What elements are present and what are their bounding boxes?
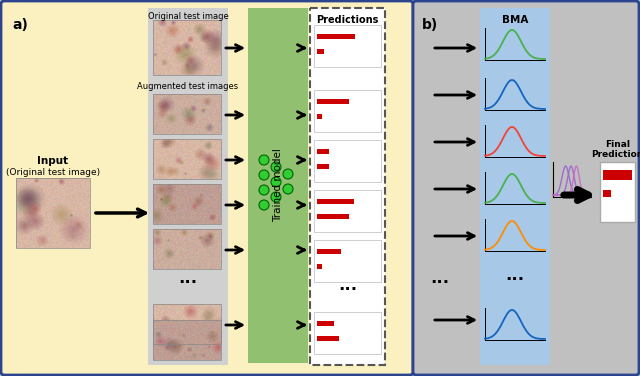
Bar	[248, 8, 308, 363]
Bar	[317, 199, 353, 204]
Circle shape	[259, 200, 269, 210]
Bar	[480, 8, 550, 365]
Bar	[317, 264, 322, 269]
Text: Predictions: Predictions	[316, 15, 379, 25]
Bar	[153, 139, 221, 179]
Text: Final
Prediction: Final Prediction	[591, 140, 640, 159]
Circle shape	[271, 162, 281, 172]
Text: (Original test image): (Original test image)	[6, 168, 100, 177]
Bar	[317, 321, 333, 326]
Text: b): b)	[422, 18, 438, 32]
Text: Original test image: Original test image	[148, 12, 228, 21]
Circle shape	[283, 169, 293, 179]
Text: ...: ...	[338, 276, 357, 294]
Bar	[600, 162, 635, 222]
Bar	[153, 320, 221, 360]
Text: a): a)	[12, 18, 28, 32]
Circle shape	[259, 185, 269, 195]
Bar	[153, 94, 221, 134]
Bar	[314, 140, 381, 182]
Bar	[317, 99, 349, 104]
Bar	[314, 240, 381, 282]
Bar	[317, 214, 349, 219]
Bar	[153, 20, 221, 75]
Circle shape	[259, 155, 269, 165]
Bar	[317, 336, 339, 341]
Bar	[317, 249, 340, 254]
Bar	[153, 184, 221, 224]
Bar	[317, 49, 324, 54]
Bar	[314, 25, 381, 67]
Bar	[153, 229, 221, 269]
Circle shape	[271, 192, 281, 202]
Bar	[310, 8, 385, 365]
Text: Input: Input	[37, 156, 68, 166]
Bar	[317, 164, 329, 169]
Text: ...: ...	[179, 269, 198, 287]
Circle shape	[283, 184, 293, 194]
Bar	[314, 90, 381, 132]
Text: ...: ...	[506, 266, 525, 284]
Text: ...: ...	[431, 269, 449, 287]
Circle shape	[271, 177, 281, 187]
Text: Augmented test images: Augmented test images	[138, 82, 239, 91]
Bar	[603, 170, 632, 180]
Text: BMA: BMA	[502, 15, 528, 25]
Text: Trained model: Trained model	[273, 149, 283, 223]
FancyBboxPatch shape	[413, 1, 639, 375]
FancyBboxPatch shape	[1, 1, 413, 375]
Bar	[314, 190, 381, 232]
Bar	[317, 149, 329, 154]
Circle shape	[259, 170, 269, 180]
Bar	[317, 34, 355, 39]
Bar	[314, 312, 381, 354]
Bar	[148, 8, 228, 365]
Bar	[317, 114, 322, 119]
Bar	[153, 304, 221, 344]
Bar	[16, 178, 90, 248]
Bar	[603, 190, 611, 197]
